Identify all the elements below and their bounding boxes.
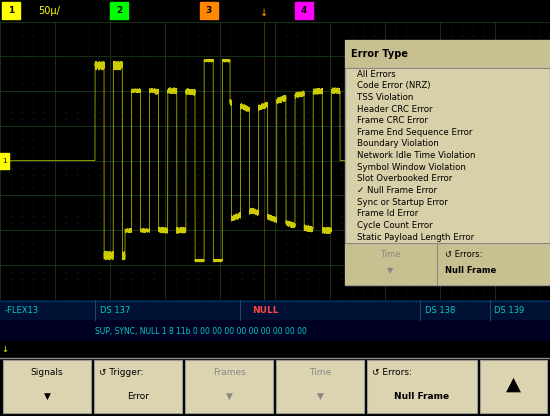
Bar: [480, 360, 547, 413]
Bar: [200, 2, 218, 20]
Bar: [367, 360, 477, 413]
Text: Header CRC Error: Header CRC Error: [357, 104, 432, 114]
Text: Frames: Frames: [213, 368, 245, 377]
Text: ▼: ▼: [226, 392, 233, 401]
Text: Frame Id Error: Frame Id Error: [357, 210, 418, 218]
Text: 1: 1: [2, 158, 6, 163]
Text: Stop: Stop: [498, 6, 522, 16]
Bar: [295, 2, 313, 20]
Text: Error Type: Error Type: [351, 49, 408, 59]
Text: Symbol Window Violation: Symbol Window Violation: [357, 163, 466, 172]
Text: -FLEX13: -FLEX13: [5, 306, 39, 315]
Bar: [345, 40, 550, 285]
Text: Frame CRC Error: Frame CRC Error: [357, 116, 428, 125]
Text: TSS Violation: TSS Violation: [357, 93, 414, 102]
Text: ▼: ▼: [43, 392, 51, 401]
Bar: [3, 360, 91, 413]
Text: 1: 1: [8, 6, 14, 15]
Bar: [0, 300, 550, 320]
Bar: [2, 2, 20, 20]
Text: All Errors: All Errors: [357, 69, 396, 79]
Text: DS 139: DS 139: [494, 306, 524, 315]
Text: ↺ Trigger:: ↺ Trigger:: [99, 368, 144, 377]
Text: 2: 2: [116, 6, 122, 15]
Bar: [276, 360, 364, 413]
Text: Null Frame: Null Frame: [394, 392, 449, 401]
Text: ↓: ↓: [260, 8, 268, 18]
Text: ▲: ▲: [506, 375, 521, 394]
Bar: [185, 360, 273, 413]
Bar: [110, 2, 128, 20]
Text: Null Frame: Null Frame: [446, 266, 497, 275]
Text: FlexRay Trigger Menu: FlexRay Trigger Menu: [18, 344, 123, 354]
Text: Code Error (NRZ): Code Error (NRZ): [357, 81, 431, 90]
Text: -7.688μ: -7.688μ: [355, 6, 392, 16]
Bar: [345, 40, 550, 68]
Text: NULL: NULL: [252, 306, 278, 315]
Text: Static Payload Length Error: Static Payload Length Error: [357, 233, 474, 242]
Text: Frame End Sequence Error: Frame End Sequence Error: [357, 128, 472, 137]
Text: SUP, SYNC, NULL 1 8 11b 0 00 00 00 00 00 00 00 00 00: SUP, SYNC, NULL 1 8 11b 0 00 00 00 00 00…: [95, 327, 307, 336]
Text: Cycle Count Error: Cycle Count Error: [357, 221, 433, 230]
Text: ▼: ▼: [317, 392, 323, 401]
Text: ↓: ↓: [2, 344, 8, 354]
Bar: [345, 243, 550, 285]
Text: Time: Time: [380, 250, 400, 259]
Text: ▼: ▼: [387, 266, 393, 275]
Bar: [0, 320, 550, 341]
Text: Time: Time: [309, 368, 331, 377]
Text: Signals: Signals: [31, 368, 63, 377]
Text: ✓ Null Frame Error: ✓ Null Frame Error: [357, 186, 437, 195]
Text: 3: 3: [206, 6, 212, 15]
Bar: [0, 153, 9, 168]
Text: Error: Error: [127, 392, 149, 401]
Bar: [94, 360, 182, 413]
Text: 4: 4: [301, 6, 307, 15]
Text: Network Idle Time Violation: Network Idle Time Violation: [357, 151, 476, 160]
Text: DS 137: DS 137: [100, 306, 130, 315]
Text: 50μ/: 50μ/: [38, 6, 60, 16]
Text: DS 138: DS 138: [425, 306, 455, 315]
Text: Slot Overbooked Error: Slot Overbooked Error: [357, 174, 452, 183]
Text: Sync or Startup Error: Sync or Startup Error: [357, 198, 448, 207]
Text: ↺ Errors:: ↺ Errors:: [446, 250, 483, 259]
Text: Boundary Violation: Boundary Violation: [357, 139, 439, 149]
Text: 6.200μ/: 6.200μ/: [430, 6, 467, 16]
Text: ↺ Errors:: ↺ Errors:: [372, 368, 412, 377]
